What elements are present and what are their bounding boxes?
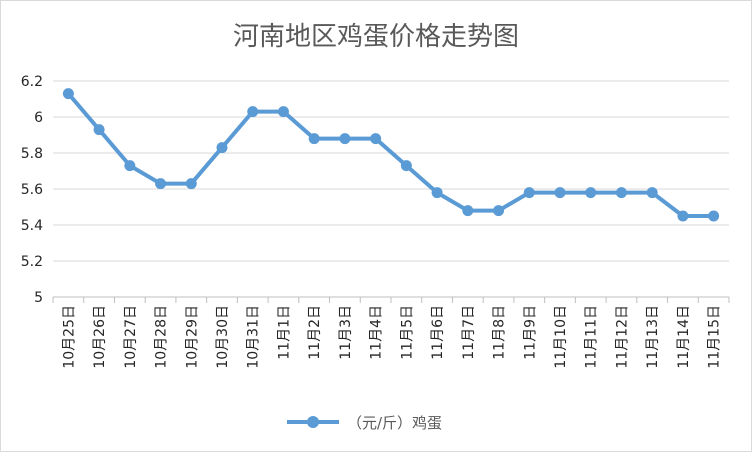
x-tick-label: 11月5日: [399, 305, 415, 360]
y-tick-label: 5.6: [21, 182, 43, 198]
x-tick-label: 10月31日: [246, 305, 262, 369]
data-point: [339, 133, 351, 145]
data-point: [124, 160, 136, 172]
data-point: [93, 124, 105, 136]
data-point: [523, 187, 535, 199]
data-point: [585, 187, 597, 199]
data-point: [708, 210, 720, 222]
series-layer: [62, 88, 720, 222]
legend: （元/斤）鸡蛋: [287, 414, 442, 432]
data-point: [370, 133, 382, 145]
x-tick-label: 11月1日: [276, 305, 292, 360]
legend-entry-label: （元/斤）鸡蛋: [347, 414, 442, 432]
x-tick-label: 11月10日: [553, 305, 569, 369]
y-tick-label: 5.4: [21, 218, 43, 234]
data-point: [155, 178, 167, 190]
x-tick-label: 11月15日: [707, 305, 723, 369]
x-tick-label: 11月13日: [645, 305, 661, 369]
chart-title: 河南地区鸡蛋价格走势图: [233, 22, 519, 52]
data-point: [431, 187, 443, 199]
data-point: [277, 106, 289, 118]
x-tick-label: 11月6日: [430, 305, 446, 360]
y-tick-label: 5.2: [21, 254, 43, 270]
data-point: [677, 210, 689, 222]
x-tick-label: 10月28日: [154, 305, 170, 369]
y-tick-label: 5.8: [21, 146, 43, 162]
x-tick-label: 11月9日: [522, 305, 538, 360]
x-tick-label: 11月2日: [307, 305, 323, 360]
x-tick-label: 10月29日: [184, 305, 200, 369]
data-point: [493, 205, 505, 217]
x-tick-label: 11月12日: [614, 305, 630, 369]
legend-point-marker: [307, 416, 319, 428]
gridlines: [53, 80, 729, 262]
data-point: [615, 187, 627, 199]
data-point: [185, 178, 197, 190]
x-tick-label: 11月11日: [584, 305, 600, 369]
x-tick-label: 11月14日: [676, 305, 692, 369]
x-tick-label: 11月8日: [492, 305, 508, 360]
data-point: [462, 205, 474, 217]
x-tick-label: 11月3日: [338, 305, 354, 360]
data-point: [400, 160, 412, 172]
data-point: [646, 187, 658, 199]
x-tick-label: 10月30日: [215, 305, 231, 369]
y-tick-label: 6.2: [21, 74, 43, 90]
data-point: [554, 187, 566, 199]
data-point: [247, 106, 259, 118]
x-tick-label: 10月25日: [61, 305, 77, 369]
data-point: [62, 88, 74, 100]
y-tick-labels: 5 5.2 5.4 5.6 5.8 6 6.2: [21, 74, 43, 306]
x-tick-labels: 10月25日 10月26日 10月27日 10月28日 10月29日 10月30日 10月3…: [61, 305, 722, 369]
data-point: [216, 142, 228, 154]
x-tick-label: 11月4日: [369, 305, 385, 360]
series-line: [66, 91, 716, 218]
axes: [52, 296, 730, 303]
x-tick-label: 10月26日: [92, 305, 108, 369]
data-point: [308, 133, 320, 145]
x-tick-label: 11月7日: [461, 305, 477, 360]
x-tick-label: 10月27日: [123, 305, 139, 369]
y-tick-label: 6: [34, 110, 43, 126]
y-tick-label: 5: [34, 290, 43, 306]
